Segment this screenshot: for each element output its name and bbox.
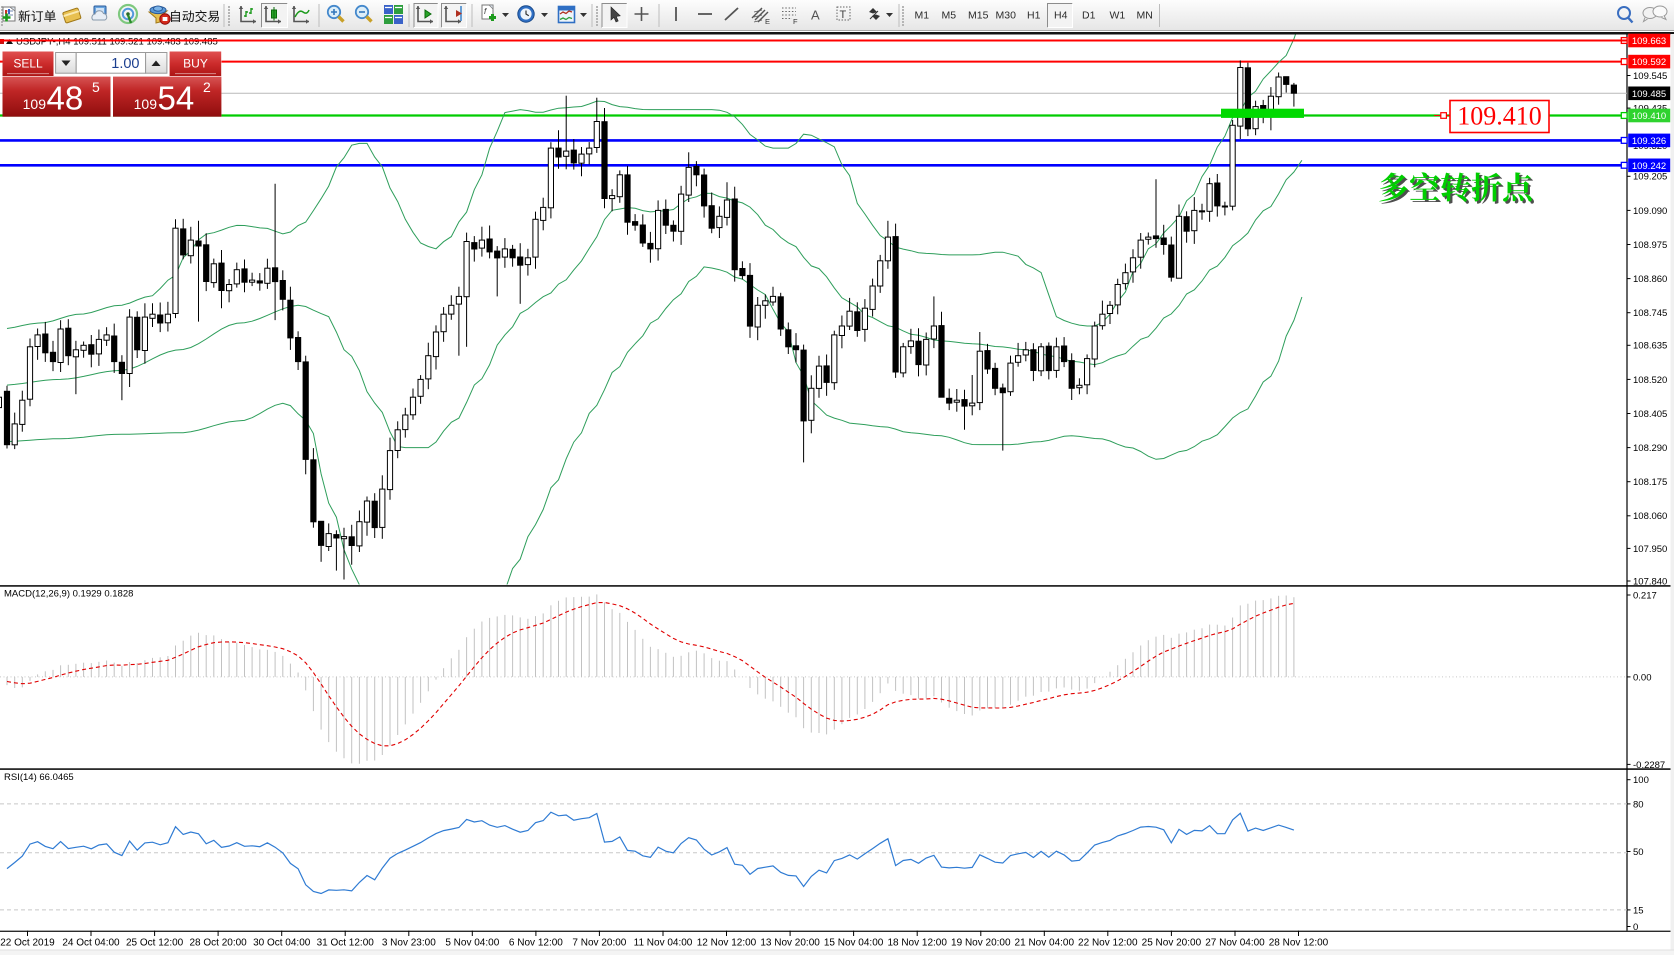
svg-text:E: E — [765, 17, 770, 26]
svg-text:0.00: 0.00 — [1633, 672, 1652, 683]
svg-text:2: 2 — [203, 79, 211, 95]
svg-text:109.090: 109.090 — [1633, 206, 1667, 217]
svg-text:RSI(14) 66.0465: RSI(14) 66.0465 — [4, 772, 74, 783]
svg-text:5: 5 — [92, 79, 100, 95]
svg-text:109.410: 109.410 — [1632, 111, 1666, 122]
svg-text:D1: D1 — [1082, 10, 1096, 22]
svg-text:W1: W1 — [1110, 10, 1126, 22]
svg-text:54: 54 — [158, 80, 195, 117]
svg-text:109.485: 109.485 — [1632, 89, 1666, 100]
svg-text:108.975: 108.975 — [1633, 240, 1667, 251]
svg-text:109.326: 109.326 — [1632, 136, 1666, 147]
svg-text:USDJPY-,H4 109.511 109.521 10: USDJPY-,H4 109.511 109.521 109.483 109.4… — [16, 36, 218, 47]
svg-text:107.840: 107.840 — [1633, 576, 1667, 587]
svg-text:108.175: 108.175 — [1633, 477, 1667, 488]
svg-text:-0.2287: -0.2287 — [1633, 760, 1665, 771]
svg-text:109.545: 109.545 — [1633, 71, 1667, 82]
svg-text:80: 80 — [1633, 799, 1644, 810]
svg-text:109: 109 — [134, 96, 158, 112]
svg-text:108.405: 108.405 — [1633, 409, 1667, 420]
svg-text:H1: H1 — [1027, 10, 1041, 22]
svg-text:24 Oct 04:00: 24 Oct 04:00 — [62, 938, 120, 949]
svg-text:15 Nov 04:00: 15 Nov 04:00 — [824, 938, 884, 949]
svg-text:27 Nov 04:00: 27 Nov 04:00 — [1205, 938, 1265, 949]
svg-text:0: 0 — [1633, 922, 1638, 933]
svg-text:108.520: 108.520 — [1633, 375, 1667, 386]
svg-text:SELL: SELL — [13, 57, 43, 71]
svg-text:M1: M1 — [915, 10, 930, 22]
svg-text:107.950: 107.950 — [1633, 544, 1667, 555]
svg-text:50: 50 — [1633, 847, 1644, 858]
svg-text:31 Oct 12:00: 31 Oct 12:00 — [317, 938, 375, 949]
svg-text:109.205: 109.205 — [1633, 172, 1667, 183]
svg-text:7 Nov 20:00: 7 Nov 20:00 — [572, 938, 626, 949]
svg-text:25 Oct 12:00: 25 Oct 12:00 — [126, 938, 184, 949]
svg-text:BUY: BUY — [183, 57, 208, 71]
svg-text:108.860: 108.860 — [1633, 274, 1667, 285]
svg-text:108.290: 108.290 — [1633, 443, 1667, 454]
svg-text:109.663: 109.663 — [1632, 36, 1666, 47]
svg-text:28 Oct 20:00: 28 Oct 20:00 — [189, 938, 247, 949]
svg-text:30 Oct 04:00: 30 Oct 04:00 — [253, 938, 311, 949]
svg-text:12 Nov 12:00: 12 Nov 12:00 — [697, 938, 757, 949]
svg-text:18 Nov 12:00: 18 Nov 12:00 — [887, 938, 947, 949]
svg-text:28 Nov 12:00: 28 Nov 12:00 — [1269, 938, 1329, 949]
svg-text:11 Nov 04:00: 11 Nov 04:00 — [634, 938, 693, 949]
svg-text:19 Nov 20:00: 19 Nov 20:00 — [951, 938, 1011, 949]
svg-text:MN: MN — [1137, 10, 1153, 22]
svg-text:100: 100 — [1633, 775, 1649, 786]
svg-text:5 Nov 04:00: 5 Nov 04:00 — [445, 938, 499, 949]
svg-text:48: 48 — [47, 80, 84, 117]
svg-text:MACD(12,26,9) 0.1929 0.1828: MACD(12,26,9) 0.1929 0.1828 — [4, 589, 133, 600]
svg-text:21 Nov 04:00: 21 Nov 04:00 — [1015, 938, 1075, 949]
svg-text:22 Oct 2019: 22 Oct 2019 — [0, 938, 55, 949]
svg-text:109: 109 — [23, 96, 47, 112]
svg-text:109.592: 109.592 — [1632, 57, 1666, 68]
svg-text:A: A — [811, 8, 820, 23]
svg-text:H4: H4 — [1054, 10, 1068, 22]
svg-text:M30: M30 — [996, 10, 1017, 22]
svg-text:f: f — [484, 7, 487, 16]
svg-text:22 Nov 12:00: 22 Nov 12:00 — [1078, 938, 1138, 949]
svg-text:108.745: 108.745 — [1633, 308, 1667, 319]
svg-text:109.242: 109.242 — [1632, 161, 1666, 172]
svg-text:13 Nov 20:00: 13 Nov 20:00 — [760, 938, 820, 949]
svg-text:M5: M5 — [942, 10, 957, 22]
svg-text:0.217: 0.217 — [1633, 590, 1657, 601]
svg-text:108.060: 108.060 — [1633, 511, 1667, 522]
svg-text:F: F — [793, 17, 798, 26]
svg-text:3 Nov 23:00: 3 Nov 23:00 — [382, 938, 436, 949]
svg-text:25 Nov 20:00: 25 Nov 20:00 — [1142, 938, 1202, 949]
svg-text:6 Nov 12:00: 6 Nov 12:00 — [509, 938, 563, 949]
svg-text:T: T — [840, 9, 847, 21]
svg-text:108.635: 108.635 — [1633, 341, 1667, 352]
svg-text:M15: M15 — [968, 10, 989, 22]
svg-text:15: 15 — [1633, 905, 1644, 916]
svg-text:1.00: 1.00 — [111, 56, 139, 72]
svg-text:109.410: 109.410 — [1457, 102, 1542, 131]
